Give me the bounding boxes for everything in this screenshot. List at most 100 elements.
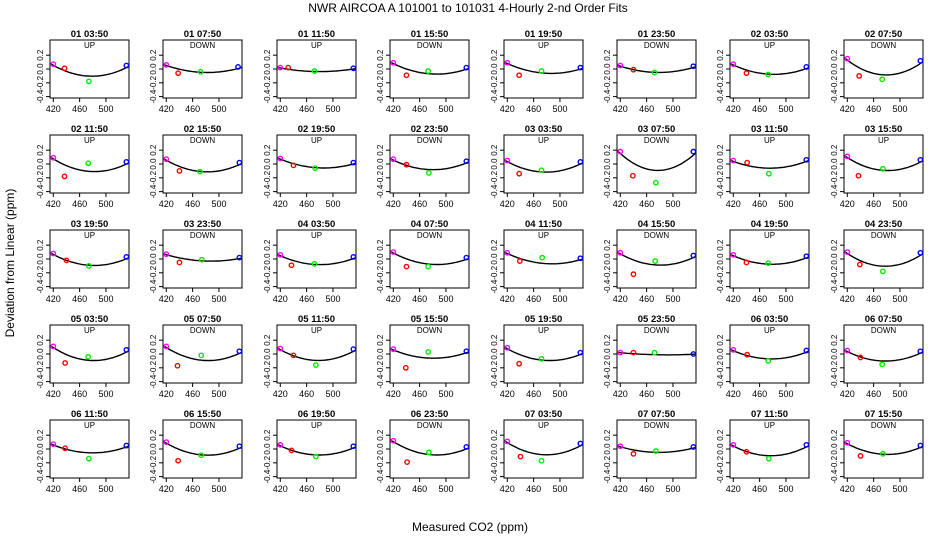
data-point — [290, 162, 297, 169]
panel-title: 02 23:50 — [411, 124, 449, 135]
panel-subtitle: DOWN — [644, 326, 670, 335]
y-tick-label: -0.2 — [830, 170, 839, 184]
y-tick-label: -0.2 — [149, 455, 158, 469]
data-point — [630, 271, 637, 278]
data-point — [63, 257, 70, 264]
y-tick-label: 0.0 — [36, 348, 45, 360]
y-tick-label: -0.2 — [603, 455, 612, 469]
x-tick-label: 500 — [211, 484, 226, 494]
x-tick-label: 420 — [613, 199, 628, 209]
y-tick-label: 0.2 — [603, 144, 612, 156]
y-tick-label: 0.2 — [376, 239, 385, 251]
x-tick-label: 500 — [552, 294, 567, 304]
fit-curve — [162, 440, 243, 456]
data-point — [803, 64, 810, 70]
x-tick-label: 500 — [98, 294, 113, 304]
y-tick-label: -0.2 — [716, 170, 725, 184]
data-point — [312, 165, 319, 172]
y-tick-label: 0.0 — [263, 253, 272, 265]
y-tick-label: 0.2 — [830, 334, 839, 346]
data-point — [516, 170, 523, 177]
data-point — [765, 170, 772, 177]
y-tick-label: -0.2 — [603, 75, 612, 89]
data-point — [311, 260, 318, 267]
y-tick-label: -0.4 — [149, 89, 158, 103]
y-tick-label: -0.2 — [376, 455, 385, 469]
x-tick-label: 420 — [500, 294, 515, 304]
x-tick-label: 460 — [185, 294, 200, 304]
x-tick-label: 460 — [412, 484, 427, 494]
data-point — [743, 70, 750, 77]
panel-title: 01 23:50 — [638, 29, 676, 40]
data-point — [163, 61, 170, 68]
y-tick-label: 0.2 — [603, 49, 612, 61]
y-tick-label: 0.2 — [830, 49, 839, 61]
fit-curve — [49, 442, 130, 454]
data-point — [463, 158, 470, 165]
y-tick-label: 0.2 — [716, 239, 725, 251]
x-tick-label: 420 — [500, 389, 515, 399]
y-tick-label: -0.2 — [149, 75, 158, 89]
data-point — [285, 64, 292, 71]
y-tick-label: 0.0 — [490, 63, 499, 75]
data-point — [123, 346, 130, 353]
data-point — [730, 251, 737, 258]
panel-subtitle: UP — [764, 421, 775, 430]
panel-title: 01 19:50 — [525, 29, 563, 40]
y-tick-label: -0.4 — [716, 279, 725, 293]
panel-subtitle: DOWN — [190, 421, 216, 430]
panel-subtitle: DOWN — [871, 231, 897, 240]
data-point — [743, 259, 750, 266]
panel-title: 04 03:50 — [298, 219, 336, 230]
data-point — [50, 154, 57, 161]
panel-title: 04 07:50 — [411, 219, 449, 230]
data-point — [176, 168, 183, 174]
data-point — [690, 351, 697, 357]
data-point — [917, 442, 924, 449]
x-tick-label: 420 — [726, 389, 741, 399]
y-tick-label: 0.2 — [490, 334, 499, 346]
y-tick-label: 0.0 — [716, 63, 725, 75]
y-tick-label: 0.2 — [263, 239, 272, 251]
panel-subtitle: DOWN — [190, 326, 216, 335]
x-tick-label: 420 — [840, 294, 855, 304]
data-point — [288, 447, 295, 454]
x-tick-label: 460 — [299, 389, 314, 399]
data-point — [277, 155, 284, 162]
data-point — [175, 70, 182, 77]
panel-title: 05 11:50 — [298, 314, 335, 325]
data-point — [290, 352, 297, 359]
x-tick-label: 420 — [726, 104, 741, 114]
y-tick-label: 0.2 — [149, 49, 158, 61]
panel-subtitle: DOWN — [190, 231, 216, 240]
x-tick-label: 500 — [778, 199, 793, 209]
data-point — [425, 449, 432, 456]
data-point — [744, 159, 751, 166]
y-tick-label: 0.0 — [490, 348, 499, 360]
panel-title: 03 15:50 — [865, 124, 903, 135]
x-tick-label: 460 — [72, 294, 87, 304]
x-tick-label: 420 — [726, 199, 741, 209]
fit-curve — [843, 441, 924, 456]
y-tick-label: -0.2 — [830, 360, 839, 374]
y-tick-label: -0.4 — [36, 469, 45, 483]
panel-title: 06 15:50 — [184, 409, 222, 420]
panel-subtitle: UP — [311, 326, 322, 335]
panel-title: 01 07:50 — [184, 29, 222, 40]
y-tick-label: -0.4 — [149, 279, 158, 293]
data-point — [743, 448, 750, 455]
y-tick-label: -0.2 — [716, 265, 725, 279]
data-point — [803, 347, 810, 354]
x-tick-label: 460 — [72, 389, 87, 399]
x-tick-label: 420 — [159, 294, 174, 304]
data-point — [617, 443, 624, 450]
x-tick-label: 420 — [46, 389, 61, 399]
x-tick-label: 420 — [500, 484, 515, 494]
y-tick-label: 0.0 — [716, 253, 725, 265]
x-tick-label: 420 — [386, 484, 401, 494]
y-tick-label: 0.0 — [830, 63, 839, 75]
